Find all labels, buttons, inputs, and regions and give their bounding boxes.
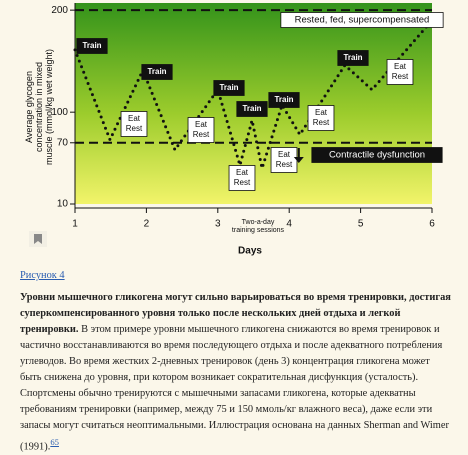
down-arrow xyxy=(293,148,304,163)
annotation-text: Train xyxy=(219,83,238,92)
eat-box xyxy=(187,117,215,143)
x-tick-label: 3 xyxy=(215,219,221,230)
annotation-text: Rest xyxy=(193,130,210,139)
annotation-text: Rest xyxy=(126,124,143,133)
annotation-text: Eat xyxy=(128,114,141,123)
annotation-text: Eat xyxy=(315,108,328,117)
caption-paragraph: Уровни мышечного гликогена могут сильно … xyxy=(20,290,452,455)
x-tick-label: 5 xyxy=(358,219,364,230)
x-tick-label: 4 xyxy=(286,219,292,230)
page: Average glycogenconcentration in mixedmu… xyxy=(20,3,451,453)
annotation-text: Rested, fed, supercompensated xyxy=(295,15,430,26)
train-box xyxy=(337,50,369,66)
eat-box xyxy=(120,111,148,137)
y-tick-label: 200 xyxy=(51,5,68,16)
eat-box xyxy=(270,147,298,173)
figure-link[interactable]: Рисунок 4 xyxy=(20,270,65,281)
x-tick-label: 1 xyxy=(72,219,78,230)
train-box xyxy=(141,64,173,80)
eat-box xyxy=(386,59,414,85)
annotation-text: Rest xyxy=(276,160,293,169)
annotation-text: Eat xyxy=(278,150,291,159)
dys-box xyxy=(311,147,443,163)
y-tick-label: 70 xyxy=(57,137,69,148)
train-box xyxy=(76,38,108,54)
annotation-text: Train xyxy=(242,104,261,113)
annotation-text: Train xyxy=(274,95,293,104)
annotation-text: Train xyxy=(147,67,166,76)
reference-link[interactable]: 65 xyxy=(50,437,59,447)
annotation-text: Eat xyxy=(394,62,407,71)
y-tick-label: 10 xyxy=(57,199,69,210)
train-box xyxy=(268,92,300,108)
rested-box xyxy=(280,12,444,28)
annotation-text: Rest xyxy=(234,178,251,187)
caption-bold: Уровни мышечного гликогена могут сильно … xyxy=(20,292,451,335)
bookmark-icon xyxy=(34,234,42,244)
eat-box xyxy=(228,165,256,191)
annotation-text: Train xyxy=(82,41,101,50)
train-box xyxy=(213,80,245,96)
y-axis-label: Average glycogenconcentration in mixedmu… xyxy=(24,49,54,165)
annotation-text: Eat xyxy=(195,120,208,129)
chart: Average glycogenconcentration in mixedmu… xyxy=(24,3,444,257)
annotation-text: Train xyxy=(343,53,362,62)
annotation-text: training sessions xyxy=(232,227,285,234)
train-box xyxy=(236,101,268,117)
y-tick-label: 100 xyxy=(51,107,68,118)
x-tick-label: 6 xyxy=(429,219,435,230)
x-axis-label: Days xyxy=(238,246,262,257)
annotation-text: Eat xyxy=(236,168,249,177)
x-tick-label: 2 xyxy=(144,219,150,230)
eat-box xyxy=(307,105,335,131)
y-axis-label-text: Average glycogenconcentration in mixedmu… xyxy=(24,49,54,165)
annotation-text: Two-a-day xyxy=(242,219,275,226)
annotation-text: Rest xyxy=(313,118,330,127)
figure-caption: Рисунок 4 Уровни мышечного гликогена мог… xyxy=(20,268,452,455)
caption-body: В этом примере уровни мышечного гликоген… xyxy=(20,324,449,453)
annotation-text: Contractile dysfunction xyxy=(329,150,425,161)
annotation-text: Rest xyxy=(392,72,409,81)
